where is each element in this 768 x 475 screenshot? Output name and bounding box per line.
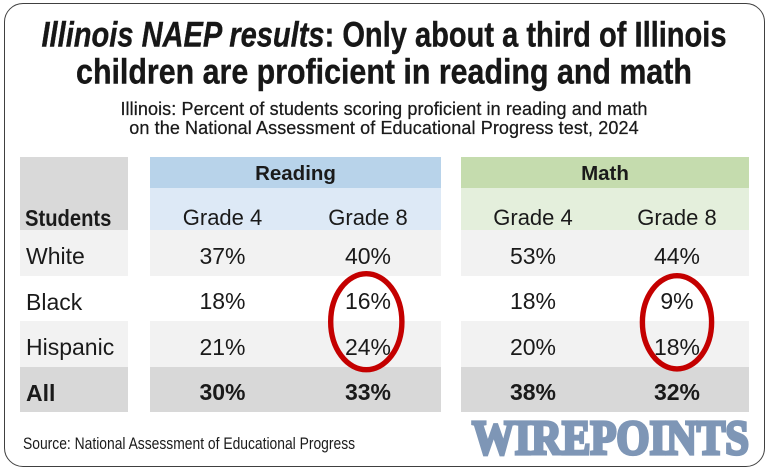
svg-text:WIREPOINTS: WIREPOINTS [472,412,749,465]
